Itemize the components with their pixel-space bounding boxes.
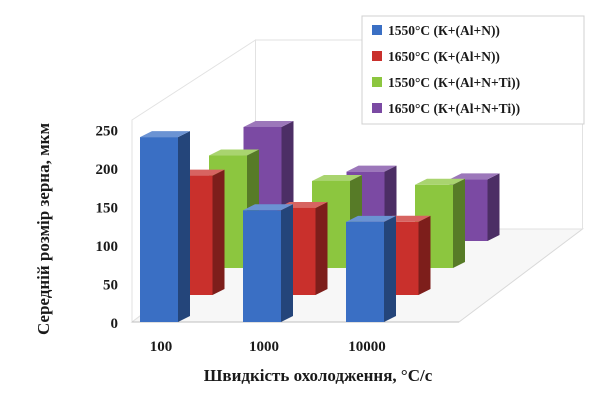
bar-side	[178, 131, 190, 322]
x-tick-label: 100	[150, 339, 173, 355]
bar-top	[209, 149, 259, 156]
y-tick-label: 150	[96, 200, 119, 216]
legend-label: 1650°C (К+(Al+N+Ti))	[388, 101, 520, 116]
legend-box	[361, 15, 585, 125]
bar-side	[418, 215, 431, 295]
legend-swatch	[372, 51, 382, 61]
x-axis-label: Швидкість охолодження, °C/с	[204, 366, 433, 385]
legend-swatch	[372, 103, 382, 113]
bar-side	[212, 169, 225, 295]
bar-top	[243, 120, 294, 127]
bar-side	[453, 178, 465, 268]
y-tick-label: 200	[96, 162, 119, 178]
bar-top	[346, 165, 397, 172]
bar-front	[140, 137, 178, 322]
legend-swatch	[372, 25, 382, 35]
legend: 1550°C (К+(Al+N)) 1650°C (К+(Al+N)) 1550°C…	[361, 15, 585, 125]
bar-0-1	[243, 204, 293, 322]
bar-side	[315, 201, 328, 295]
bar-side	[384, 215, 396, 322]
bar-top	[140, 131, 190, 138]
bars-group	[140, 120, 500, 322]
y-tick-label: 50	[103, 277, 118, 293]
y-axis-ticks: 0 50 100 150 200 250	[96, 123, 119, 332]
bar-front	[243, 210, 281, 322]
bar-side	[281, 204, 293, 322]
y-tick-label: 0	[111, 316, 119, 332]
bar-0-2	[346, 215, 396, 322]
bar-0-0	[140, 131, 190, 322]
bar-top	[312, 174, 362, 181]
legend-label: 1550°C (К+(Al+N+Ti))	[388, 75, 520, 90]
bar-side	[487, 173, 500, 241]
y-axis-label: Середній розмір зерна, мкм	[34, 123, 53, 336]
bar-front	[346, 221, 384, 322]
legend-label: 1550°C (К+(Al+N))	[388, 23, 500, 38]
x-axis-ticks: 100 1000 10000	[150, 339, 386, 355]
y-tick-label: 250	[96, 123, 119, 139]
bar-top	[243, 204, 293, 211]
bar-top	[415, 178, 465, 185]
x-tick-label: 1000	[249, 339, 279, 355]
y-tick-label: 100	[96, 239, 119, 255]
bar-top	[346, 215, 396, 222]
legend-label: 1650°C (К+(Al+N))	[388, 49, 500, 64]
x-tick-label: 10000	[348, 339, 386, 355]
bar-top	[449, 173, 500, 180]
legend-swatch	[372, 77, 382, 87]
